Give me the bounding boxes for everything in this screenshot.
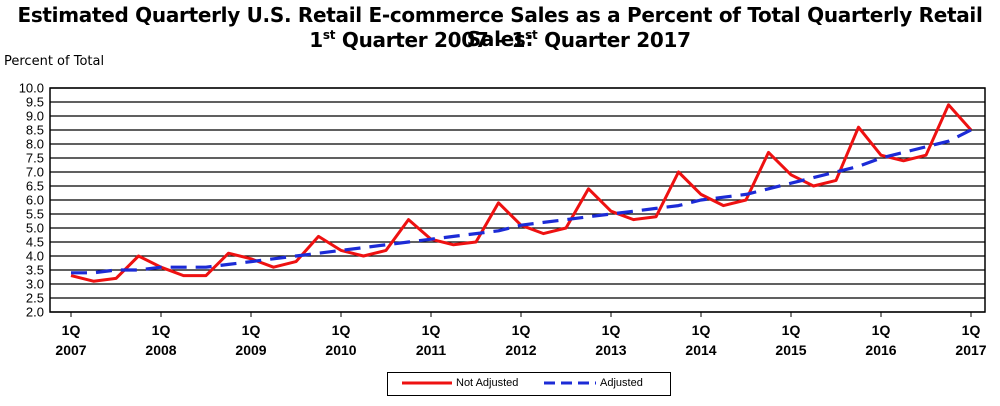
legend-swatch-adjusted [544, 381, 596, 385]
x-tick-label-year: 2011 [416, 342, 447, 358]
y-tick-label: 9.5 [26, 95, 44, 110]
x-tick-label-year: 2015 [775, 342, 806, 358]
legend-item-adjusted: Adjusted [544, 376, 643, 390]
title-part: Quarter 2007 – 1 [335, 28, 526, 52]
series-line-adjusted [71, 128, 972, 275]
y-tick-label: 5.0 [26, 221, 44, 236]
x-tick-label-quarter: 1Q [62, 322, 81, 338]
y-tick-label: 9.0 [26, 109, 44, 124]
y-tick-label: 5.5 [26, 207, 44, 222]
x-tick-label-quarter: 1Q [332, 322, 351, 338]
y-tick-label: 6.5 [26, 179, 44, 194]
x-tick-label-year: 2008 [145, 342, 176, 358]
chart-title-line-2: 1st Quarter 2007 – 1st Quarter 2017 [0, 28, 1000, 52]
legend: Not Adjusted Adjusted [387, 372, 671, 396]
x-tick-label-quarter: 1Q [962, 322, 981, 338]
x-tick-label-quarter: 1Q [692, 322, 711, 338]
x-tick-label-quarter: 1Q [602, 322, 621, 338]
x-tick-label-year: 2012 [505, 342, 536, 358]
y-tick-label: 3.5 [26, 263, 44, 278]
y-tick-label: 4.5 [26, 235, 44, 250]
x-tick-label-quarter: 1Q [512, 322, 531, 338]
title-part: 1 [309, 28, 323, 52]
x-tick-label-year: 2009 [235, 342, 266, 358]
title-part: Quarter 2017 [537, 28, 691, 52]
x-tick-label-quarter: 1Q [242, 322, 261, 338]
x-tick-label-year: 2010 [325, 342, 356, 358]
title-superscript: st [322, 28, 336, 42]
x-tick-label-year: 2016 [865, 342, 896, 358]
x-tick-label-quarter: 1Q [152, 322, 171, 338]
y-tick-label: 8.5 [26, 123, 44, 138]
x-tick-label-quarter: 1Q [422, 322, 441, 338]
y-tick-label: 10.0 [19, 81, 44, 96]
y-tick-label: 7.5 [26, 151, 44, 166]
legend-item-not-adjusted: Not Adjusted [402, 376, 518, 390]
x-tick-label-quarter: 1Q [782, 322, 801, 338]
y-tick-label: 2.0 [26, 305, 44, 320]
y-tick-label: 3.0 [26, 277, 44, 292]
x-tick-label-year: 2007 [55, 342, 86, 358]
x-tick-label-quarter: 1Q [872, 322, 891, 338]
x-tick-label-year: 2017 [955, 342, 986, 358]
x-tick-label-year: 2013 [595, 342, 626, 358]
title-superscript: st [525, 28, 538, 42]
y-tick-label: 6.0 [26, 193, 44, 208]
x-tick-label-year: 2014 [685, 342, 716, 358]
y-axis-label: Percent of Total [4, 54, 105, 69]
y-tick-label: 8.0 [26, 137, 44, 152]
legend-swatch-not-adjusted [402, 381, 452, 385]
legend-label-not-adjusted: Not Adjusted [456, 377, 519, 389]
y-tick-label: 7.0 [26, 165, 44, 180]
legend-label-adjusted: Adjusted [600, 377, 643, 389]
chart-title-line-1: Estimated Quarterly U.S. Retail E-commer… [17, 3, 983, 51]
y-tick-label: 4.0 [26, 249, 44, 264]
y-tick-label: 2.5 [26, 291, 44, 306]
